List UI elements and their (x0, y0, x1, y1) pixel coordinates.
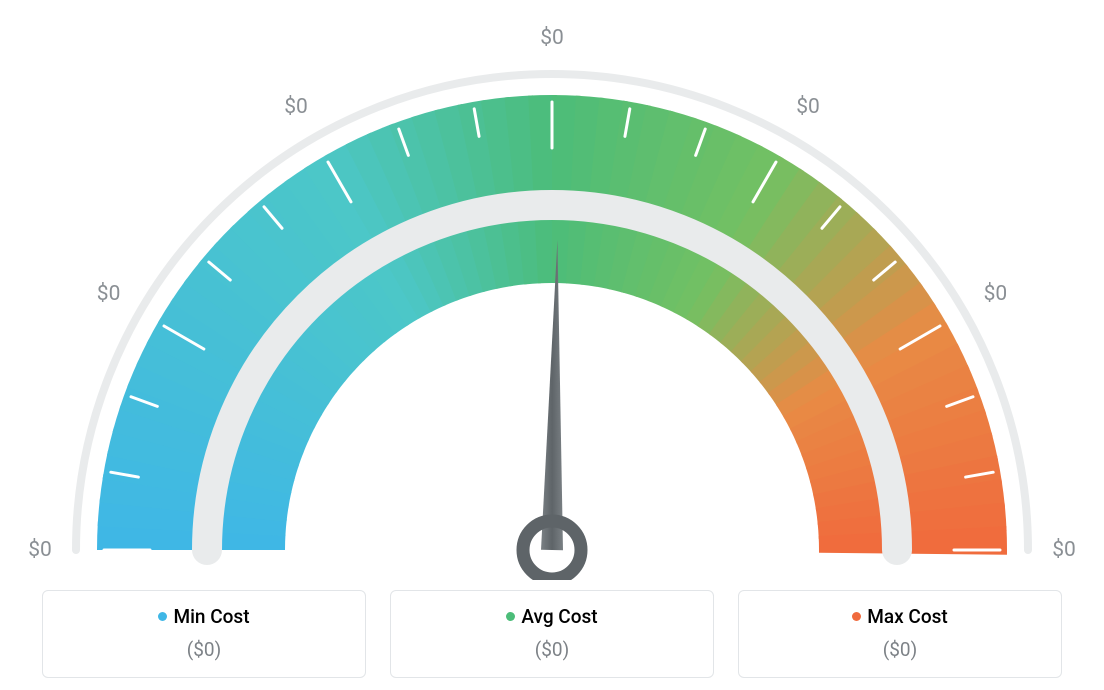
legend-value-min: ($0) (53, 638, 355, 661)
legend-card-min: Min Cost ($0) (42, 590, 366, 678)
legend-title-max: Max Cost (749, 605, 1051, 628)
dot-icon (852, 612, 861, 621)
legend-title-avg: Avg Cost (401, 605, 703, 628)
scale-label: $0 (97, 282, 121, 306)
scale-label: $0 (284, 95, 308, 119)
scale-label: $0 (984, 282, 1008, 306)
gauge-chart: $0 $0 $0 $0 $0 $0 $0 (0, 0, 1104, 560)
legend-card-avg: Avg Cost ($0) (390, 590, 714, 678)
dot-icon (158, 612, 167, 621)
legend-label: Max Cost (867, 605, 947, 628)
legend-row: Min Cost ($0) Avg Cost ($0) Max Cost ($0… (42, 590, 1062, 678)
legend-label: Min Cost (173, 605, 249, 628)
scale-label: $0 (796, 95, 820, 119)
legend-title-min: Min Cost (53, 605, 355, 628)
legend-value-max: ($0) (749, 638, 1051, 661)
scale-label: $0 (1052, 538, 1076, 562)
legend-label: Avg Cost (521, 605, 597, 628)
scale-label: $0 (540, 26, 564, 50)
legend-value-avg: ($0) (401, 638, 703, 661)
dot-icon (506, 612, 515, 621)
scale-label: $0 (28, 538, 52, 562)
gauge-svg (0, 20, 1104, 580)
legend-card-max: Max Cost ($0) (738, 590, 1062, 678)
